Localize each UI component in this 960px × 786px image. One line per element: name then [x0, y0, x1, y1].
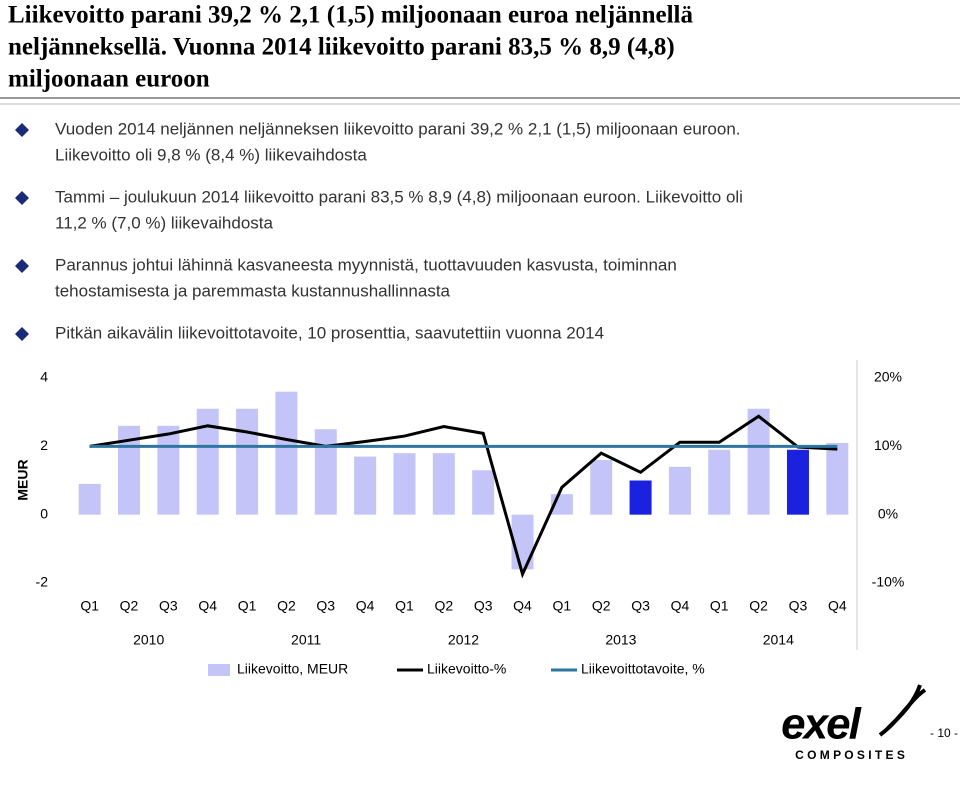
title-line: miljoonaan euroon [8, 66, 210, 93]
group-label: 2014 [763, 632, 794, 648]
bar [196, 408, 219, 515]
legend-label: Liikevoitto-% [427, 661, 506, 677]
y2-tick-label: 0% [878, 505, 898, 521]
title-line: neljänneksellä. Vuonna 2014 liikevoitto … [8, 34, 675, 61]
x-tick-label: Q4 [356, 598, 375, 614]
legend-label: Liikevoitto, MEUR [237, 661, 348, 677]
y-tick-label: 4 [40, 369, 48, 385]
group-label: 2010 [133, 632, 164, 648]
bullet-text: Parannus johtui lähinnä kasvaneesta myyn… [55, 255, 677, 274]
bullet-text: Pitkän aikavälin liikevoittotavoite, 10 … [55, 323, 604, 342]
bar [708, 449, 731, 515]
x-tick-label: Q1 [710, 598, 729, 614]
y-tick-label: 2 [40, 437, 48, 453]
y-tick-label: 0 [40, 505, 48, 521]
x-tick-label: Q2 [277, 598, 296, 614]
y2-tick-label: 20% [874, 369, 902, 385]
bar [668, 466, 691, 515]
x-tick-label: Q2 [749, 598, 768, 614]
bullet-icon [15, 259, 29, 273]
legend-swatch [208, 664, 230, 676]
x-tick-label: Q1 [238, 598, 257, 614]
bar [157, 425, 180, 515]
line [89, 414, 838, 579]
x-tick-label: Q3 [316, 598, 335, 614]
bullet-text: tehostamisesta ja paremmasta kustannusha… [55, 281, 451, 300]
x-tick-label: Q3 [159, 598, 178, 614]
bar [826, 442, 849, 515]
group-label: 2012 [448, 632, 479, 648]
page-number: - 10 - [930, 726, 958, 740]
bar [78, 483, 101, 515]
x-tick-label: Q4 [513, 598, 532, 614]
x-tick-label: Q3 [631, 598, 650, 614]
logo-sub: C O M P O S I T E S [795, 748, 905, 762]
x-tick-label: Q4 [671, 598, 690, 614]
x-tick-label: Q1 [80, 598, 99, 614]
bar [275, 391, 298, 515]
x-tick-label: Q4 [828, 598, 847, 614]
bullet-icon [15, 191, 29, 205]
bullet-text: Tammi – joulukuun 2014 liikevoitto paran… [55, 187, 743, 206]
x-tick-label: Q3 [789, 598, 808, 614]
bar [393, 453, 416, 515]
group-label: 2011 [291, 632, 321, 648]
x-tick-label: Q3 [474, 598, 493, 614]
x-tick-label: Q2 [120, 598, 139, 614]
bar [354, 456, 377, 515]
logo-swirl [878, 684, 927, 737]
bar [472, 470, 495, 515]
bullet-text: 11,2 % (7,0 %) liikevaihdosta [55, 213, 274, 232]
x-tick-label: Q1 [553, 598, 572, 614]
group-label: 2013 [605, 632, 636, 648]
bar [629, 480, 652, 515]
bar [747, 408, 770, 515]
bar [432, 453, 455, 515]
legend-label: Liikevoittotavoite, % [581, 661, 705, 677]
x-tick-label: Q4 [198, 598, 217, 614]
y2-tick-label: -10% [872, 574, 905, 590]
bullet-icon [15, 123, 29, 137]
x-tick-label: Q2 [592, 598, 611, 614]
logo-name: exel [781, 700, 861, 749]
bar [118, 425, 141, 515]
bullet-text: Vuoden 2014 neljännen neljänneksen liike… [55, 119, 741, 138]
bullet-icon [15, 327, 29, 341]
bar [786, 449, 809, 515]
x-tick-label: Q2 [434, 598, 453, 614]
bar [314, 429, 337, 515]
y-axis-label: MEUR [15, 459, 31, 500]
bar [590, 460, 613, 515]
y2-tick-label: 10% [874, 437, 902, 453]
bar [236, 408, 259, 515]
bullet-text: Liikevoitto oli 9,8 % (8,4 %) liikevaihd… [55, 145, 367, 164]
y-tick-label: -2 [36, 574, 49, 590]
title-line: Liikevoitto parani 39,2 % 2,1 (1,5) milj… [8, 2, 693, 29]
x-tick-label: Q1 [395, 598, 414, 614]
